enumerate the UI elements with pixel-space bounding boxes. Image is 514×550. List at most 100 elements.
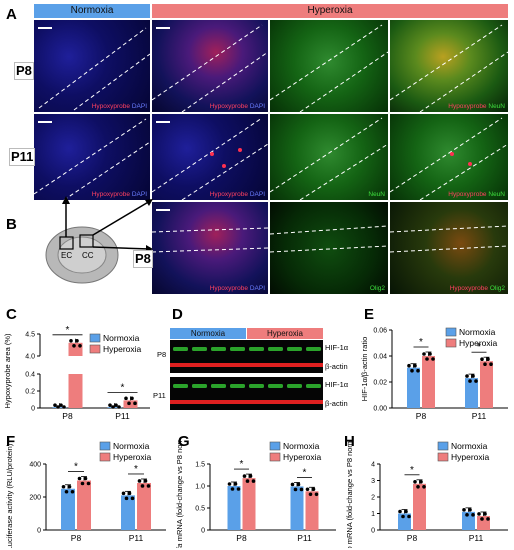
data-point (398, 509, 402, 514)
data-point (124, 396, 128, 401)
chart-vegfa-mrna: 0 0.5 1.0 1.5 Vegfa mRNA (fold-change vs P8 … (175, 440, 336, 548)
legend-swatch (269, 441, 281, 451)
legend-swatch (437, 452, 449, 462)
bar-normoxia (227, 486, 241, 530)
data-point (77, 476, 82, 481)
data-point (407, 514, 411, 519)
x-tick-label: P11 (129, 533, 144, 543)
micrograph-p8-normoxia: Hypoxyprobe DAPI (34, 20, 150, 112)
legend-swatch (445, 338, 457, 348)
band-hif1a (230, 384, 245, 388)
significance-star: * (121, 382, 125, 393)
legend-label: Hyperoxia (103, 344, 142, 354)
western-row-label-p8: P8 (157, 350, 167, 359)
band-label-hif1a-p11: HIF-1α (325, 380, 349, 389)
legend-label: Normoxia (283, 441, 320, 451)
scale-bar (38, 27, 52, 29)
legend-swatch (99, 441, 111, 451)
data-point (483, 512, 487, 516)
band-label-hif1a-p8: HIF-1α (325, 343, 349, 352)
panel-label-a: A (6, 6, 17, 23)
scale-bar (38, 121, 52, 123)
chart-hypoxyprobe-area: 0 0.2 0.4 4.0 4.5 Hypoxyprobe area (%) P8 * P11 *… (3, 325, 150, 421)
data-point (314, 492, 319, 497)
data-point (489, 362, 493, 366)
data-point (133, 401, 137, 406)
band-hif1a (268, 384, 283, 388)
caption: Olig2 (369, 285, 385, 292)
legend-label: Normoxia (459, 327, 496, 337)
chart-luciferase: 0 200 400 Luciferase activity (RLU/protein)… (5, 441, 166, 548)
y-tick-label: 4.0 (25, 354, 35, 361)
data-point (130, 496, 135, 501)
data-point (471, 513, 475, 517)
y-tick-label: 0 (371, 528, 375, 535)
bar-normoxia (290, 486, 304, 530)
brain-section-diagram (45, 196, 153, 284)
bar-hyperoxia (305, 491, 319, 530)
y-tick-label: 0 (37, 528, 41, 535)
y-tick-label: 3 (371, 478, 375, 485)
significance-star: * (410, 465, 414, 476)
bar-hyperoxia (137, 482, 151, 530)
y-tick-label: 0.4 (25, 372, 35, 379)
significance-star: * (303, 467, 307, 478)
band-hif1a (268, 347, 283, 351)
y-tick-label: 1 (371, 511, 375, 518)
western-blot (170, 340, 323, 410)
row-label-p8: P8 (14, 62, 34, 80)
panel-label-h: H (344, 433, 355, 450)
y-tick-label: 0 (201, 528, 205, 535)
y-axis-label: Vegfa mRNA (fold-change vs P8 norm.) (175, 440, 184, 548)
band-hif1a (173, 347, 188, 351)
bar-normoxia (462, 511, 475, 530)
data-point (121, 491, 126, 496)
data-point (140, 484, 145, 488)
significance-star: * (74, 462, 78, 473)
data-point (486, 517, 490, 521)
chart-hif1a-ratio: 0.00 0.02 0.04 0.06 HIF-1α/β-actin ratio P8 * P… (360, 327, 508, 421)
caption: Hypoxyprobe DAPI (91, 191, 147, 198)
data-point (471, 374, 475, 378)
western-header-hyperoxia: Hyperoxia (247, 328, 323, 339)
data-point (486, 357, 490, 361)
micrograph-p8b-hyperoxia-merge: Hypoxyprobe Olig2 (390, 202, 508, 294)
micrograph-p8-hyperoxia-merge: Hypoxyprobe NeuN (390, 20, 508, 112)
legend-swatch (89, 333, 101, 343)
band-beta-actin (170, 363, 323, 367)
data-point (422, 485, 426, 489)
y-tick-label: 400 (29, 462, 41, 469)
band-hif1a (306, 347, 321, 351)
panel-label-f: F (6, 433, 16, 450)
band-hif1a (173, 384, 188, 388)
data-point (127, 491, 132, 496)
significance-star: * (240, 459, 244, 470)
data-point (78, 344, 82, 348)
data-point (410, 368, 414, 373)
caption: NeuN (368, 191, 385, 198)
y-tick-label: 1.0 (195, 484, 205, 491)
y-tick-label: 0 (31, 406, 35, 413)
header-hyperoxia: Hyperoxia (152, 4, 508, 18)
y-tick-label: 2 (371, 495, 375, 502)
significance-star: * (477, 342, 481, 353)
legend-swatch (99, 452, 111, 462)
scale-bar (156, 209, 170, 211)
y-tick-label: 1.5 (195, 462, 205, 469)
band-hif1a (192, 384, 207, 388)
data-point (305, 487, 310, 492)
western-header-normoxia: Normoxia (170, 328, 246, 339)
x-tick-label: P8 (62, 411, 73, 421)
micrograph-p8b-hyperoxia-olig2: Olig2 (270, 202, 388, 294)
significance-star: * (66, 325, 70, 336)
data-point (416, 485, 420, 489)
legend-swatch (437, 441, 449, 451)
brain-label-ec: EC (61, 251, 73, 260)
caption: Hypoxyprobe DAPI (209, 285, 265, 292)
bar-normoxia (61, 488, 75, 530)
data-point (425, 357, 429, 361)
micrograph-p11-hyperoxia-neun: NeuN (270, 114, 388, 200)
micrograph-p11-hyperoxia-merge: Hypoxyprobe NeuN (390, 114, 508, 200)
y-tick-label: 200 (29, 495, 41, 502)
band-hif1a (287, 347, 302, 351)
